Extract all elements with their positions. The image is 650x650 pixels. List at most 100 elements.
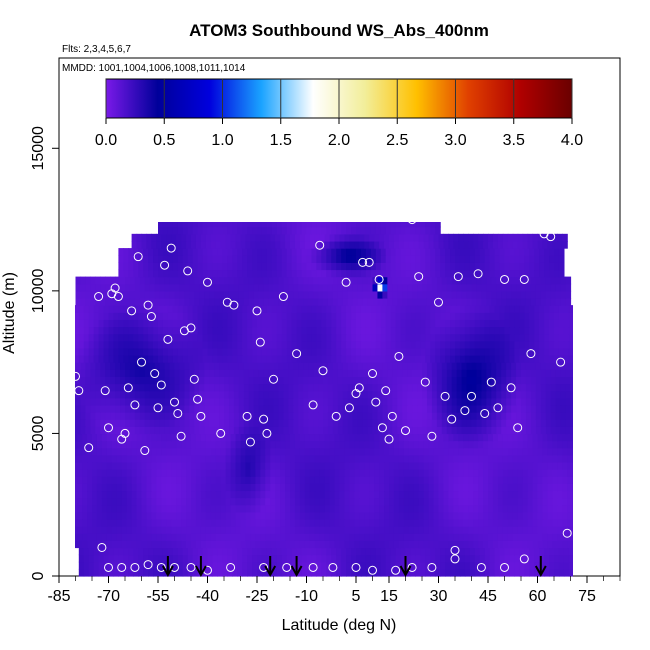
heatmap-cell: [311, 255, 317, 263]
heatmap-cell: [550, 290, 557, 299]
heatmap-cell: [219, 426, 225, 435]
heatmap-cell: [456, 383, 463, 392]
heatmap-cell: [450, 554, 456, 563]
heatmap-cell: [115, 397, 121, 406]
heatmap-cell: [407, 397, 413, 406]
heatmap-cell: [352, 404, 359, 413]
heatmap-cell: [162, 255, 169, 263]
heatmap-cell: [356, 262, 362, 271]
heatmap-cell: [318, 404, 324, 413]
heatmap-cell: [484, 355, 491, 363]
heatmap-cell: [227, 226, 233, 235]
heatmap-cell: [433, 526, 440, 534]
heatmap-cell: [408, 447, 415, 456]
heatmap-cell: [156, 461, 162, 470]
heatmap-cell: [512, 497, 519, 506]
heatmap-cell: [375, 355, 382, 363]
heatmap-cell: [162, 333, 169, 342]
heatmap-cell: [479, 326, 486, 335]
heatmap-cell: [405, 554, 412, 563]
heatmap-cell: [268, 283, 275, 292]
heatmap-cell: [258, 369, 265, 377]
heatmap-cell: [217, 347, 223, 356]
heatmap-cell: [169, 426, 176, 435]
heatmap-cell: [458, 511, 464, 520]
heatmap-cell: [162, 554, 169, 563]
heatmap-cell: [479, 547, 486, 556]
heatmap-cell: [492, 490, 499, 499]
heatmap-cell: [111, 518, 118, 527]
heatmap-cell: [575, 405, 581, 413]
heatmap-cell: [393, 447, 400, 456]
heatmap-cell: [478, 483, 484, 492]
heatmap-cell: [243, 276, 250, 285]
heatmap-cell: [250, 504, 256, 513]
heatmap-cell: [321, 255, 327, 263]
heatmap-cell: [195, 233, 202, 242]
heatmap-cell: [428, 440, 435, 449]
heatmap-cell: [535, 404, 542, 413]
heatmap-cell: [344, 511, 350, 520]
heatmap-cell: [486, 412, 492, 420]
heatmap-cell: [435, 226, 441, 235]
heatmap-cell: [299, 433, 306, 442]
heatmap-cell: [113, 319, 119, 328]
heatmap-cell: [502, 447, 509, 456]
heatmap-cell: [250, 511, 256, 520]
heatmap-cell: [200, 526, 207, 534]
heatmap-cell: [572, 540, 573, 549]
heatmap-cell: [369, 476, 375, 484]
heatmap-cell: [352, 369, 359, 377]
heatmap-cell: [423, 490, 430, 499]
heatmap-cell: [478, 518, 484, 527]
heatmap-cell: [136, 511, 143, 520]
heatmap-cell: [440, 333, 446, 342]
heatmap-cell: [504, 340, 511, 349]
heatmap-cell: [95, 369, 101, 377]
heatmap-cell: [210, 240, 217, 249]
heatmap-cell: [552, 511, 558, 520]
heatmap-cell: [354, 240, 360, 249]
heatmap-cell: [395, 568, 402, 577]
heatmap-cell: [207, 547, 214, 556]
heatmap-cell: [250, 469, 256, 477]
heatmap-cell: [158, 547, 164, 556]
heatmap-cell: [252, 340, 258, 349]
heatmap-cell: [329, 483, 336, 492]
heatmap-cell: [464, 312, 471, 320]
heatmap-cell: [534, 568, 540, 577]
heatmap-cell: [316, 355, 322, 363]
heatmap-cell: [263, 426, 270, 435]
heatmap-cell: [357, 369, 364, 377]
heatmap-cell: [313, 390, 319, 399]
heatmap-cell: [230, 533, 237, 541]
heatmap-cell: [527, 469, 534, 477]
heatmap-cell: [309, 433, 316, 442]
heatmap-cell: [563, 319, 570, 328]
heatmap-cell: [182, 305, 189, 313]
heatmap-cell: [141, 461, 148, 470]
heatmap-cell: [149, 376, 156, 385]
heatmap-cell: [248, 376, 255, 385]
heatmap-cell: [156, 440, 162, 449]
heatmap-cell: [202, 554, 209, 563]
heatmap-cell: [308, 412, 314, 420]
heatmap-cell: [326, 568, 332, 577]
heatmap-cell: [182, 269, 189, 278]
heatmap-cell: [125, 412, 131, 420]
heatmap-cell: [489, 326, 496, 335]
heatmap-cell: [537, 440, 544, 449]
heatmap-cell: [177, 568, 184, 577]
heatmap-cell: [131, 518, 138, 527]
heatmap-cell: [240, 511, 247, 520]
heatmap-cell: [110, 397, 116, 406]
heatmap-cell: [233, 397, 240, 406]
heatmap-cell: [257, 248, 263, 256]
heatmap-cell: [139, 426, 146, 435]
heatmap-cell: [299, 469, 306, 477]
heatmap-cell: [261, 269, 268, 278]
heatmap-cell: [380, 255, 387, 263]
heatmap-cell: [212, 355, 218, 363]
heatmap-cell: [111, 490, 118, 499]
heatmap-cell: [294, 526, 301, 534]
